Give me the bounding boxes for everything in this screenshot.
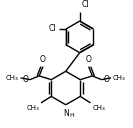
Text: O: O (103, 75, 109, 84)
Text: O: O (22, 75, 28, 84)
Text: CH₃: CH₃ (92, 105, 105, 111)
Text: O: O (86, 55, 92, 64)
Text: CH₃: CH₃ (26, 105, 39, 111)
Text: Cl: Cl (82, 0, 89, 9)
Text: CH₃: CH₃ (6, 75, 19, 81)
Text: H: H (69, 113, 74, 118)
Text: Cl: Cl (48, 24, 56, 34)
Text: O: O (40, 55, 46, 64)
Text: CH₃: CH₃ (113, 75, 126, 81)
Text: N: N (63, 109, 69, 118)
